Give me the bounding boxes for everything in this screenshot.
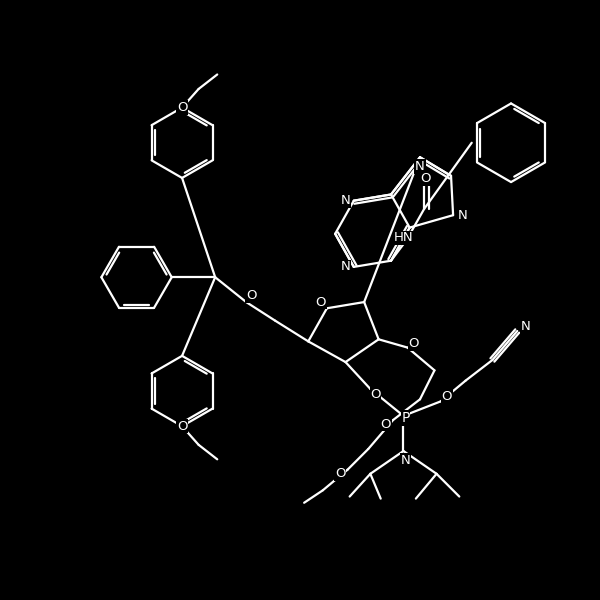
Text: N: N	[401, 454, 410, 467]
Text: O: O	[335, 467, 346, 480]
Text: O: O	[409, 337, 419, 350]
Text: O: O	[370, 388, 381, 401]
Text: N: N	[458, 209, 467, 221]
Text: N: N	[341, 260, 350, 274]
Text: HN: HN	[394, 232, 413, 244]
Text: O: O	[177, 420, 187, 433]
Text: O: O	[420, 172, 430, 185]
Text: N: N	[521, 320, 530, 334]
Text: P: P	[401, 411, 410, 425]
Text: N: N	[415, 160, 425, 173]
Text: O: O	[380, 418, 391, 431]
Text: O: O	[442, 390, 452, 403]
Text: O: O	[177, 101, 187, 114]
Text: N: N	[341, 194, 350, 207]
Text: O: O	[316, 296, 326, 308]
Text: O: O	[246, 289, 257, 302]
